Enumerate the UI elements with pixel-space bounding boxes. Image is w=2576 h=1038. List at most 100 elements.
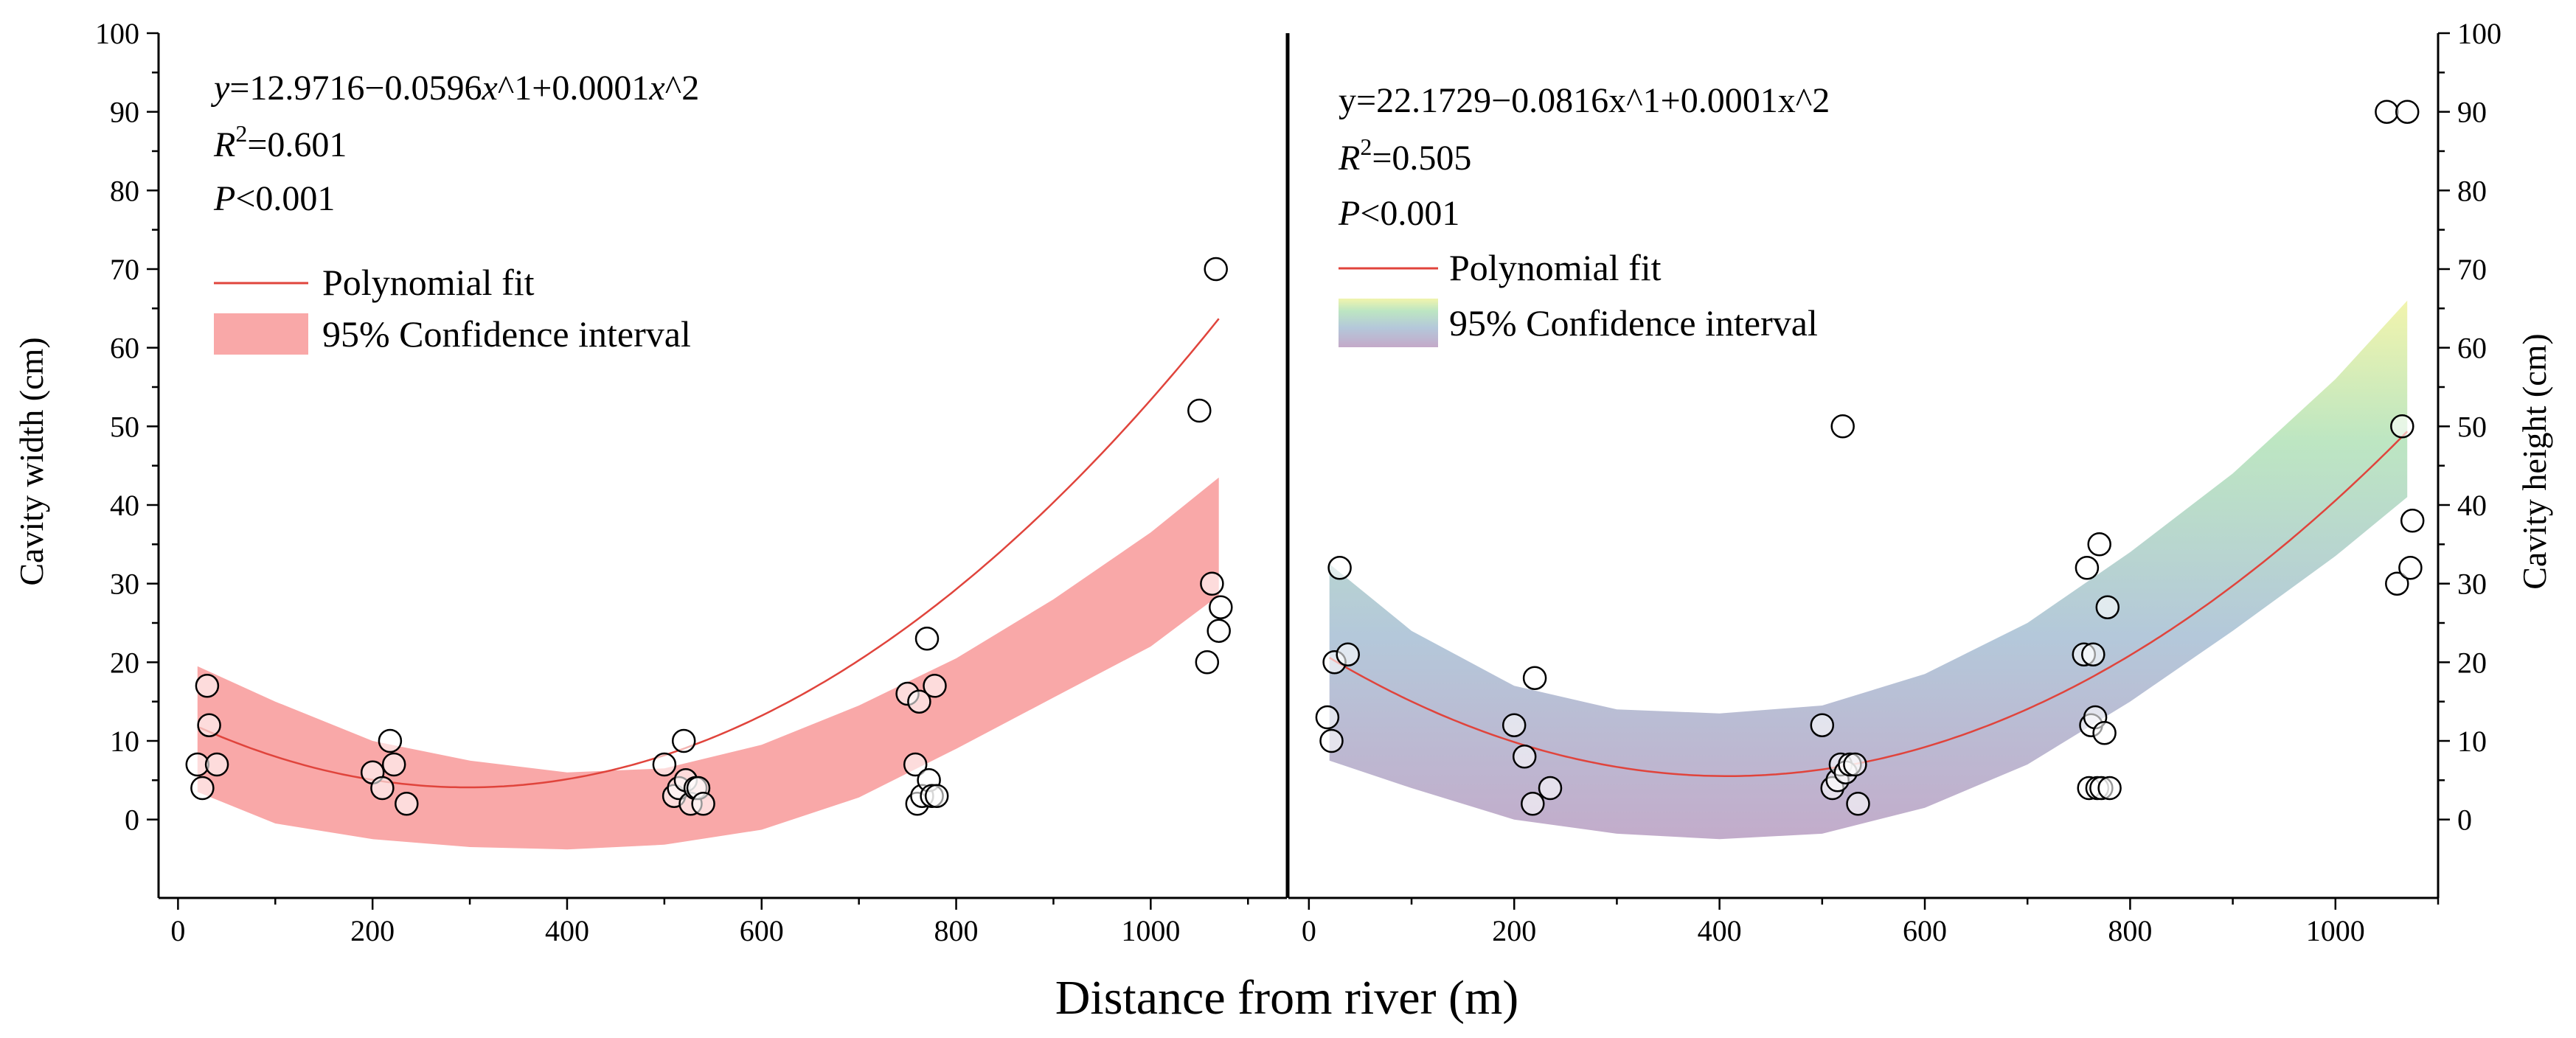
data-point	[671, 728, 696, 753]
data-point	[1501, 713, 1527, 737]
data-point	[652, 752, 677, 777]
y-tick-label: 50	[110, 410, 139, 443]
data-point	[1315, 705, 1340, 730]
x-tick-label: 0	[1302, 914, 1316, 947]
data-point	[2081, 642, 2105, 666]
x-tick-label: 200	[350, 914, 395, 947]
data-point	[2075, 556, 2100, 580]
data-point	[190, 776, 215, 801]
data-point	[1521, 792, 1545, 816]
data-point	[1522, 666, 1547, 690]
data-point	[1846, 792, 1870, 816]
right-y-axis-title: Cavity height (cm)	[2516, 333, 2553, 589]
y-tick-label: 20	[2457, 646, 2487, 679]
fit-line	[1329, 431, 2409, 777]
data-point	[370, 776, 395, 801]
y-tick-label: 10	[2457, 725, 2487, 758]
axes: 0 200 400 600 800 1000 0 10 20 30 40 50 60 70 80 90 100	[1288, 17, 2502, 947]
x-tick-label: 400	[1698, 914, 1742, 947]
fit-curve	[197, 318, 1220, 789]
data-point	[2097, 776, 2122, 801]
data-point	[914, 627, 940, 651]
data-point	[1327, 556, 1352, 580]
y-tick-label: 40	[2457, 489, 2487, 522]
x-tick-label: 600	[1903, 914, 1947, 947]
data-point	[195, 674, 220, 698]
y-tick-label: 50	[2457, 410, 2487, 443]
data-point	[907, 689, 931, 714]
x-tick-label: 400	[545, 914, 589, 947]
ci-band-area	[1329, 300, 2408, 840]
fit-curve	[1329, 431, 2409, 777]
legend-ci-swatch	[1339, 299, 1438, 347]
y-tick-label: 70	[2457, 253, 2487, 286]
x-tick-label: 1000	[1121, 914, 1180, 947]
confidence-band	[197, 477, 1219, 850]
data-point	[395, 792, 419, 816]
y-tick-label: 60	[2457, 332, 2487, 365]
data-point	[1512, 745, 1537, 769]
equation-label: y=12.9716−0.0596x^1+0.0001x^2	[210, 69, 699, 108]
left-chart: 0 200 400 600 800 10000102030405060708090100 …	[13, 17, 1287, 947]
data-point	[1200, 571, 1224, 596]
x-tick-label: 800	[934, 914, 979, 947]
legend-ci-label: 95% Confidence interval	[322, 313, 691, 355]
r-squared-label: R2=0.505	[1338, 133, 1471, 178]
data-point	[1538, 776, 1563, 801]
legend-fit-label: Polynomial fit	[322, 262, 535, 303]
y-tick-label: 10	[110, 725, 139, 758]
y-tick-label: 40	[110, 489, 139, 522]
y-tick-label: 0	[2457, 804, 2472, 837]
ci-band-area	[197, 477, 1219, 850]
x-tick-label: 200	[1492, 914, 1536, 947]
data-point	[197, 713, 221, 737]
y-tick-label: 20	[110, 646, 139, 679]
data-point	[1830, 414, 1855, 439]
data-point	[2395, 100, 2420, 124]
x-axis-title: Distance from river (m)	[1055, 971, 1519, 1025]
data-point	[924, 784, 949, 808]
y-tick-label: 90	[110, 96, 139, 129]
y-tick-label: 100	[95, 17, 139, 50]
y-tick-label: 30	[110, 568, 139, 601]
right-chart: 0 200 400 600 800 10000102030405060708090100 …	[1288, 17, 2553, 947]
confidence-band	[1329, 300, 2408, 840]
legend-ci-label: 95% Confidence interval	[1449, 302, 1818, 344]
y-tick-label: 30	[2457, 568, 2487, 601]
data-point	[2400, 509, 2425, 533]
data-point	[381, 752, 406, 777]
data-points	[1315, 100, 2425, 816]
data-point	[2385, 571, 2409, 596]
data-point	[903, 752, 928, 777]
fit-line	[197, 318, 1220, 789]
data-point	[691, 792, 715, 816]
data-point	[1209, 595, 1233, 619]
legend-fit-label: Polynomial fit	[1449, 247, 1662, 288]
x-tick-label: 1000	[2306, 914, 2365, 947]
data-point	[2375, 100, 2399, 124]
r-squared-label: R2=0.601	[213, 120, 347, 164]
data-point	[1187, 398, 1212, 423]
p-value-label: P<0.001	[1338, 194, 1459, 233]
x-tick-label: 600	[740, 914, 784, 947]
y-tick-label: 90	[2457, 96, 2487, 129]
axes: 0 200 400 600 800 1000 0 10 20 30 40 50 60 70 80 90 100	[95, 17, 1287, 947]
data-point	[1319, 728, 1344, 753]
data-point	[2092, 721, 2117, 745]
data-point	[1204, 257, 1228, 282]
y-tick-label: 100	[2457, 17, 2502, 50]
left-y-axis-title: Cavity width (cm)	[13, 337, 50, 585]
legend-ci-swatch	[214, 313, 308, 355]
data-points	[185, 257, 1233, 816]
data-point	[378, 728, 403, 753]
data-point	[2398, 556, 2423, 580]
data-point	[1207, 619, 1231, 643]
equation-label: y=22.1729−0.0816x^1+0.0001x^2	[1339, 81, 1830, 120]
data-point	[1810, 713, 1835, 737]
y-tick-label: 70	[110, 253, 139, 286]
p-value-label: P<0.001	[213, 179, 335, 218]
y-tick-label: 60	[110, 332, 139, 365]
data-point	[2095, 595, 2120, 619]
data-point	[1336, 642, 1360, 666]
data-point	[923, 674, 947, 698]
